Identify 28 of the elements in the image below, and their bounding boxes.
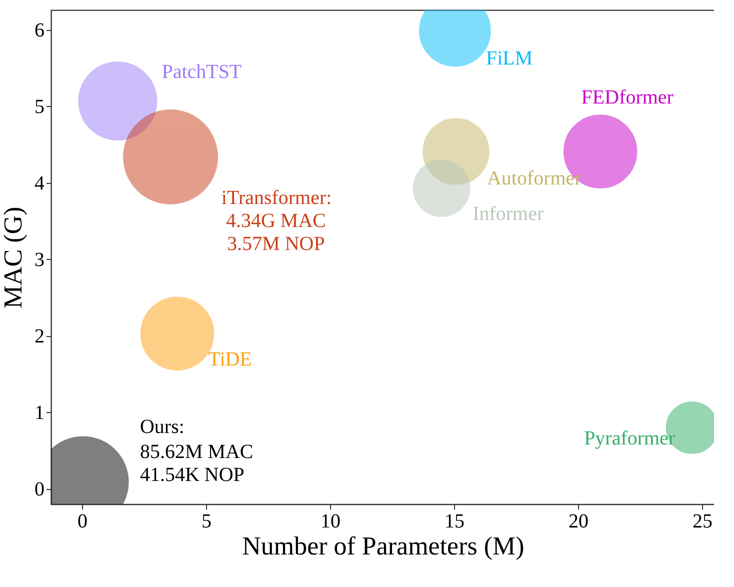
annotation: 41.54K NOP [140,464,244,486]
annotation: 3.57M NOP [227,233,325,255]
series-label: PatchTST [162,61,242,84]
x-tick-label: 0 [78,510,88,533]
x-tick-label: 20 [568,510,588,533]
x-tick-label: 10 [320,510,340,533]
series-label: TiDE [208,348,252,371]
y-tick-label: 0 [34,478,44,500]
y-tick-label: 4 [34,172,44,194]
y-tick-label: 3 [34,248,44,271]
annotation: 4.34G MAC [226,210,326,232]
series-label: iTransformer: [221,186,332,209]
series-label: Informer [472,203,544,226]
series-label: Ours: [140,416,184,438]
x-tick-label: 25 [692,510,712,533]
annotation: 85.62M MAC [140,440,254,463]
x-axis-title: Number of Parameters (M) [242,532,524,561]
y-tick-label: 1 [34,402,44,424]
series-label: FEDformer [581,86,674,109]
series-label: Autoformer [486,168,582,190]
x-tick-label: 15 [444,510,464,533]
series-label: Pyraformer [584,428,676,450]
y-axis-title: MAC (G) [0,206,28,308]
y-tick-label: 6 [34,19,44,42]
y-tick-label: 5 [34,96,44,118]
x-tick-label: 5 [201,510,212,533]
y-tick-label: 2 [34,325,44,348]
series-label: FiLM [486,48,533,70]
